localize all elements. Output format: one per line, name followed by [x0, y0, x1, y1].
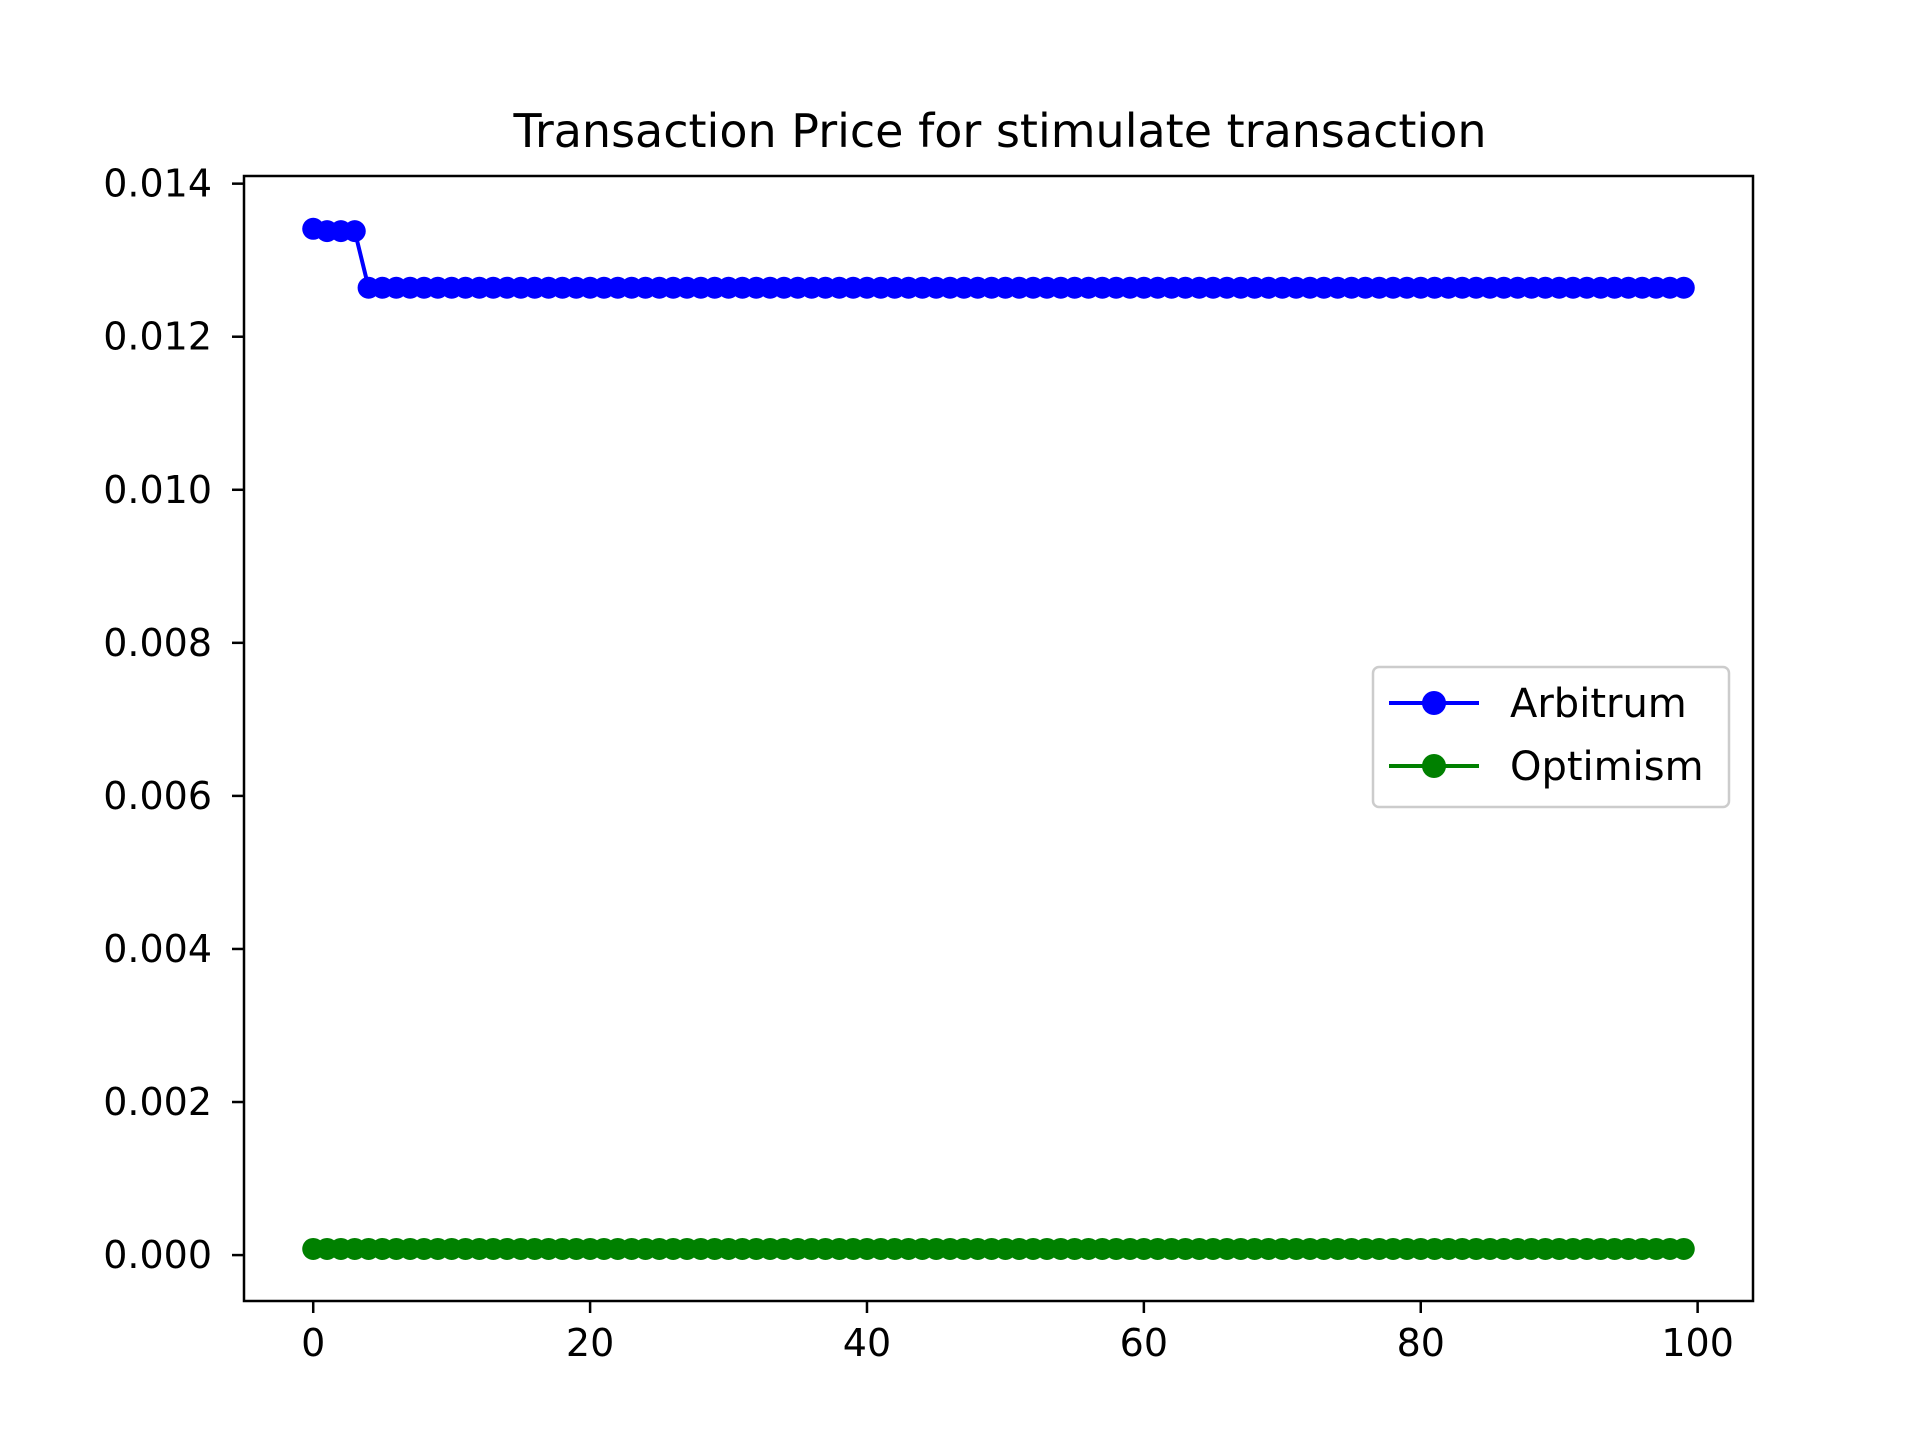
y-tick-label: 0.006 — [103, 774, 212, 818]
plot-area — [242, 174, 1755, 1303]
legend-marker — [1422, 754, 1446, 778]
data-point — [1672, 1237, 1695, 1260]
x-tick-label: 100 — [1661, 1321, 1734, 1365]
legend-label: Arbitrum — [1510, 681, 1687, 727]
data-point — [343, 220, 366, 243]
y-tick-label: 0.002 — [103, 1080, 212, 1124]
x-tick-label: 20 — [566, 1321, 614, 1365]
x-tick-label: 60 — [1120, 1321, 1168, 1365]
y-tick-label: 0.000 — [103, 1233, 212, 1277]
y-tick-label: 0.008 — [103, 621, 212, 665]
x-tick-label: 40 — [843, 1321, 891, 1365]
y-tick-label: 0.010 — [103, 468, 212, 512]
y-tick-label: 0.012 — [103, 315, 212, 359]
legend-label: Optimism — [1510, 744, 1704, 790]
legend-marker — [1422, 691, 1446, 715]
series-optimism — [302, 1237, 1695, 1260]
y-tick-label: 0.004 — [103, 927, 212, 971]
x-tick-label: 0 — [301, 1321, 325, 1365]
legend: Arbitrum Optimism — [1371, 665, 1731, 809]
x-tick-label: 80 — [1397, 1321, 1445, 1365]
chart-title: Transaction Price for stimulate transact… — [512, 104, 1486, 158]
y-axis: 0.000 0.002 0.004 0.006 0.008 0.010 0.012 0.014 — [103, 162, 244, 1277]
plot-frame — [242, 174, 1755, 1303]
x-axis: 0 20 40 60 80 100 — [301, 1301, 1734, 1365]
y-tick-label: 0.014 — [103, 162, 212, 206]
series-arbitrum — [302, 217, 1695, 299]
data-point — [1672, 276, 1695, 299]
